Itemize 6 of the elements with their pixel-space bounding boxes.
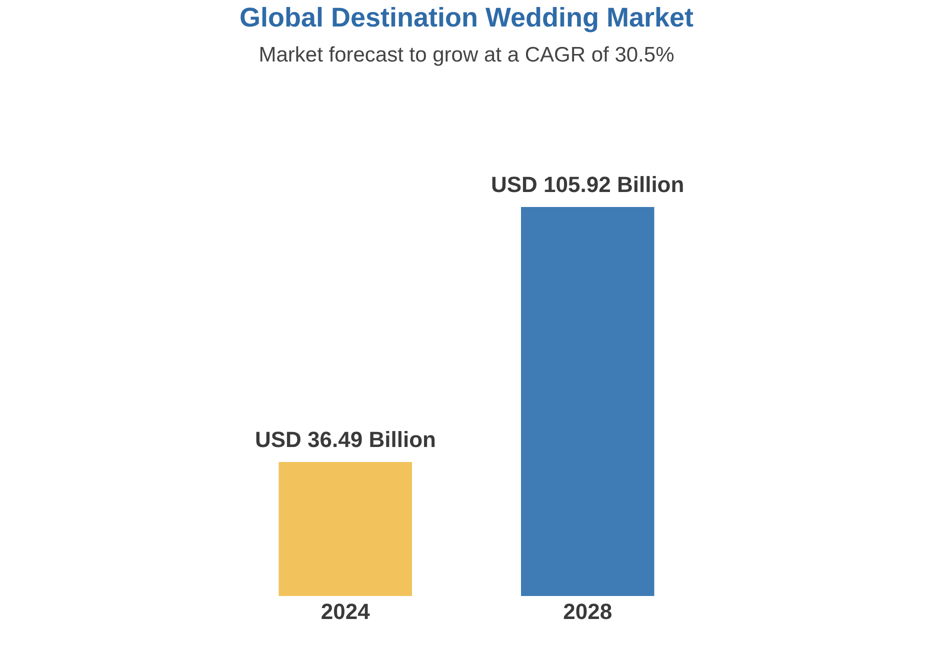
x-tick-label: 2028: [563, 599, 612, 624]
data-label: USD 105.92 Billion: [491, 172, 684, 197]
x-tick-label: 2024: [320, 599, 371, 624]
data-label: USD 36.49 Billion: [255, 427, 436, 452]
chart-subtitle: Market forecast to grow at a CAGR of 30.5%: [258, 44, 674, 67]
chart-title: Global Destination Wedding Market: [239, 2, 694, 33]
